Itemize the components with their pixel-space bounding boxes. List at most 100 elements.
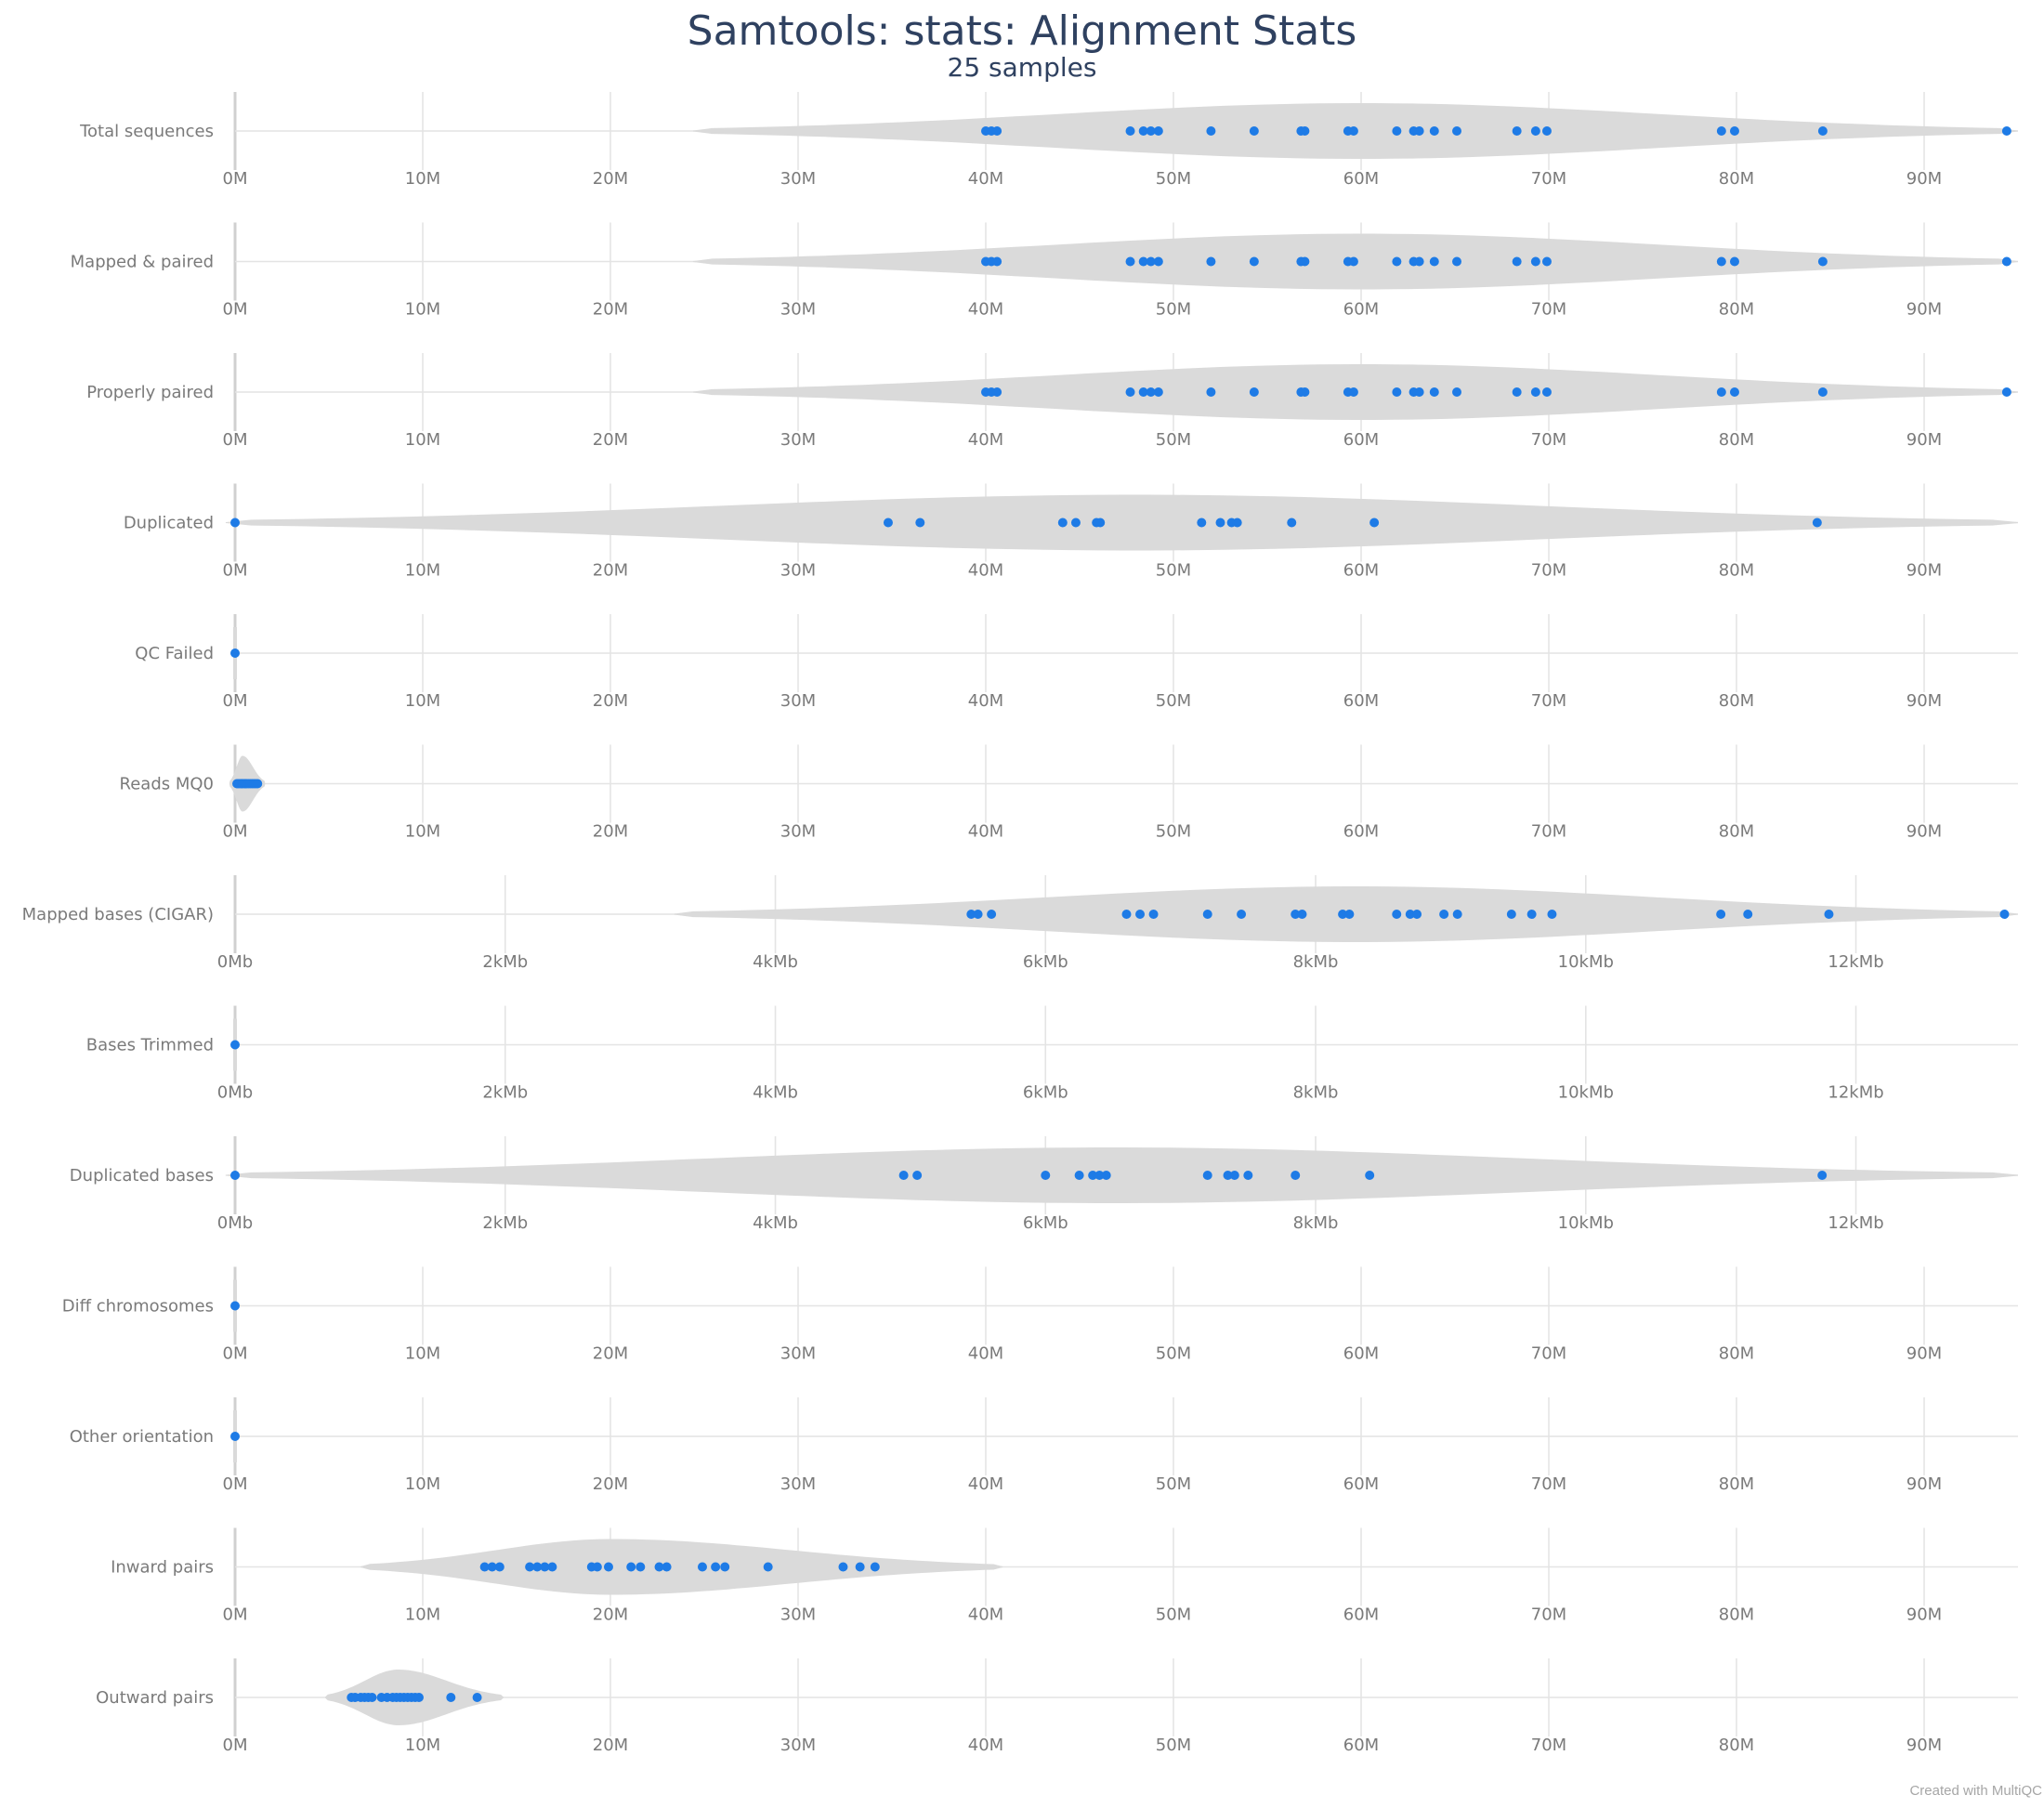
sample-point[interactable] [1729,126,1739,136]
sample-point[interactable] [1291,910,1301,919]
sample-point[interactable] [1287,518,1297,528]
sample-point[interactable] [898,1171,909,1180]
sample-point[interactable] [1243,1171,1253,1180]
sample-point[interactable] [1817,126,1828,136]
sample-point[interactable] [1206,387,1216,397]
sample-point[interactable] [635,1562,646,1572]
sample-point[interactable] [1512,126,1522,136]
sample-point[interactable] [1817,256,1828,267]
sample-point[interactable] [1414,256,1424,267]
sample-point[interactable] [1125,256,1135,267]
sample-point[interactable] [1512,387,1522,397]
sample-point[interactable] [1153,256,1163,267]
sample-point[interactable] [1125,126,1135,136]
sample-point[interactable] [487,1562,497,1572]
sample-point[interactable] [1429,387,1439,397]
sample-point[interactable] [1414,387,1424,397]
sample-point[interactable] [1070,518,1081,528]
sample-point[interactable] [992,256,1002,267]
sample-point[interactable] [1541,126,1552,136]
sample-point[interactable] [973,910,983,919]
sample-point[interactable] [1229,1171,1239,1180]
sample-point[interactable] [2001,256,2011,267]
sample-point[interactable] [1206,126,1216,136]
sample-point[interactable] [1348,126,1358,136]
sample-point[interactable] [2001,126,2011,136]
sample-point[interactable] [1146,256,1156,267]
sample-point[interactable] [1041,1171,1051,1180]
sample-point[interactable] [1074,1171,1084,1180]
sample-point[interactable] [230,649,240,658]
sample-point[interactable] [1101,1171,1111,1180]
sample-point[interactable] [720,1562,730,1572]
sample-point[interactable] [1202,1171,1212,1180]
sample-point[interactable] [1148,910,1159,919]
sample-point[interactable] [763,1562,773,1572]
sample-point[interactable] [1348,387,1358,397]
sample-point[interactable] [992,387,1002,397]
sample-point[interactable] [1452,126,1462,136]
sample-point[interactable] [654,1562,664,1572]
sample-point[interactable] [494,1562,504,1572]
sample-point[interactable] [1392,387,1402,397]
sample-point[interactable] [532,1562,543,1572]
sample-point[interactable] [1237,910,1247,919]
sample-point[interactable] [1249,256,1259,267]
sample-point[interactable] [1153,126,1163,136]
sample-point[interactable] [912,1171,923,1180]
sample-point[interactable] [1530,256,1540,267]
sample-point[interactable] [1824,910,1834,919]
sample-point[interactable] [1743,910,1753,919]
sample-point[interactable] [1452,256,1462,267]
sample-point[interactable] [1392,910,1402,919]
sample-point[interactable] [479,1562,490,1572]
sample-point[interactable] [525,1562,535,1572]
sample-point[interactable] [592,1562,602,1572]
sample-point[interactable] [697,1562,707,1572]
sample-point[interactable] [1716,387,1726,397]
sample-point[interactable] [1297,910,1307,919]
sample-point[interactable] [1530,387,1540,397]
sample-point[interactable] [1526,910,1537,919]
sample-point[interactable] [1249,387,1259,397]
sample-point[interactable] [1547,910,1557,919]
sample-point[interactable] [1541,256,1552,267]
sample-point[interactable] [1125,387,1135,397]
sample-point[interactable] [2001,387,2011,397]
sample-point[interactable] [1716,256,1726,267]
sample-point[interactable] [1223,1171,1233,1180]
sample-point[interactable] [883,518,893,528]
sample-point[interactable] [1146,387,1156,397]
sample-point[interactable] [1206,256,1216,267]
sample-point[interactable] [1344,910,1355,919]
sample-point[interactable] [1541,387,1552,397]
sample-point[interactable] [1300,126,1310,136]
sample-point[interactable] [1392,126,1402,136]
sample-point[interactable] [1138,126,1148,136]
sample-point[interactable] [711,1562,721,1572]
sample-point[interactable] [966,910,976,919]
sample-point[interactable] [1232,518,1242,528]
sample-point[interactable] [1095,518,1106,528]
sample-point[interactable] [1729,387,1739,397]
sample-point[interactable] [1057,518,1068,528]
sample-point[interactable] [1197,518,1207,528]
sample-point[interactable] [547,1562,557,1572]
sample-point[interactable] [1817,1171,1828,1180]
sample-point[interactable] [987,910,997,919]
sample-point[interactable] [1452,910,1462,919]
sample-point[interactable] [1405,910,1415,919]
sample-point[interactable] [1202,910,1212,919]
sample-point[interactable] [1530,126,1540,136]
sample-point[interactable] [1338,910,1348,919]
sample-point[interactable] [603,1562,613,1572]
sample-point[interactable] [1506,910,1516,919]
sample-point[interactable] [230,1171,240,1180]
sample-point[interactable] [870,1562,880,1572]
sample-point[interactable] [1121,910,1132,919]
sample-point[interactable] [230,1040,240,1050]
sample-point[interactable] [367,1693,377,1702]
sample-point[interactable] [1412,910,1422,919]
sample-point[interactable] [1369,518,1380,528]
sample-point[interactable] [1365,1171,1375,1180]
